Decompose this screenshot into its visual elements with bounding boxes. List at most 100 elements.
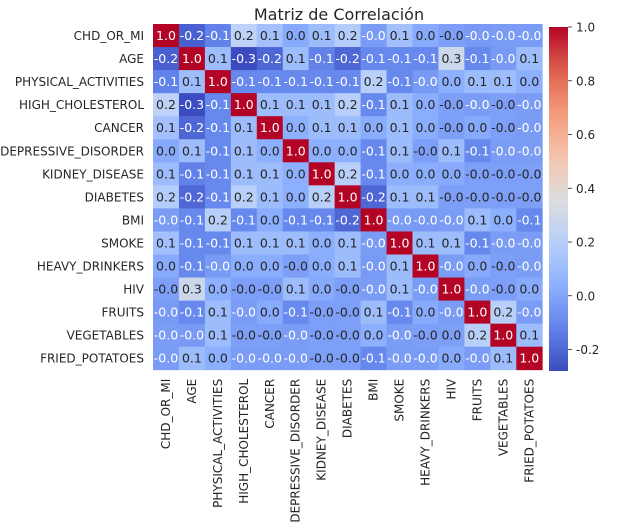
heatmap-cell [516, 185, 543, 209]
heatmap-cell [204, 300, 232, 325]
heatmap-cell [490, 300, 517, 325]
cell-annotation: -0.1 [284, 74, 308, 89]
heatmap-cell [153, 24, 180, 48]
heatmap-cell [516, 277, 543, 301]
heatmap-cell [178, 231, 206, 255]
cell-annotation: -0.1 [387, 305, 411, 320]
cell-annotation: 1.0 [286, 143, 306, 158]
cell-annotation: 1.0 [519, 351, 539, 366]
cell-annotation: 0.0 [312, 259, 332, 274]
x-tick-label: CANCER [263, 379, 277, 429]
heatmap-cell [153, 47, 180, 71]
heatmap-cell [386, 323, 413, 348]
cell-annotation: -0.0 [361, 235, 385, 250]
cell-annotation: 0.1 [208, 305, 228, 320]
cell-annotation: -0.0 [258, 351, 282, 366]
cell-annotation: -0.2 [154, 51, 178, 66]
cell-annotation: 0.1 [338, 259, 358, 274]
cell-annotation: 0.1 [182, 351, 202, 366]
heatmap-cell [438, 346, 465, 371]
cell-annotation: -0.0 [258, 282, 282, 297]
heatmap-cell [178, 323, 206, 348]
heatmap-cell [464, 70, 491, 94]
heatmap-cell [308, 93, 336, 117]
cell-annotation: 0.0 [208, 282, 228, 297]
cell-annotation: -0.0 [361, 28, 385, 43]
heatmap-cell [490, 70, 517, 94]
cell-annotation: -0.0 [309, 328, 333, 343]
heatmap-cell [204, 323, 232, 348]
heatmap-cell [438, 277, 465, 301]
heatmap-cell [153, 231, 180, 255]
heatmap-cell [412, 70, 439, 94]
heatmap-cell [490, 116, 517, 140]
x-tick-label: BMI [367, 379, 381, 401]
heatmap-cell [464, 139, 491, 163]
heatmap-cell [256, 47, 284, 71]
cell-annotation: -0.0 [439, 97, 463, 112]
heatmap-cell [256, 254, 284, 278]
cell-annotation: 0.1 [260, 97, 280, 112]
cell-annotation: 0.1 [260, 166, 280, 181]
heatmap-cell [308, 185, 336, 209]
cell-annotation: 0.0 [467, 259, 487, 274]
cell-annotation: 0.0 [156, 143, 176, 158]
cell-annotation: -0.0 [465, 97, 489, 112]
heatmap-cell [308, 139, 336, 163]
cell-annotation: 0.0 [312, 282, 332, 297]
y-tick-label: AGE [119, 52, 144, 66]
cell-annotation: 0.0 [260, 259, 280, 274]
cell-annotation: 0.1 [390, 97, 410, 112]
cell-annotation: 0.1 [286, 97, 306, 112]
cell-annotation: 0.0 [519, 282, 539, 297]
heatmap-cell [464, 162, 491, 186]
cell-annotation: 0.1 [390, 143, 410, 158]
heatmap-cell [360, 24, 387, 48]
cell-annotation: -0.0 [517, 166, 541, 181]
cell-annotation: 0.0 [390, 166, 410, 181]
heatmap-cell [334, 185, 361, 209]
heatmap-cell [256, 277, 284, 301]
heatmap-cell [438, 185, 465, 209]
heatmap-cell [412, 24, 439, 48]
cell-annotation: -0.0 [361, 282, 385, 297]
cell-annotation: -0.1 [206, 120, 230, 135]
cell-annotation: 0.2 [493, 305, 513, 320]
cell-annotation: 0.1 [493, 74, 513, 89]
cell-annotation: -0.0 [154, 282, 178, 297]
heatmap-cell [464, 300, 491, 325]
heatmap-cell [334, 116, 361, 140]
heatmap-cell [153, 300, 180, 325]
cell-annotation: 0.0 [260, 212, 280, 227]
colorbar-tick-label: 0.2 [576, 236, 595, 250]
heatmap-cell [386, 300, 413, 325]
cell-annotation: -0.0 [491, 166, 515, 181]
heatmap-cell [308, 254, 336, 278]
cell-annotation: 0.1 [208, 51, 228, 66]
heatmap-cell [438, 162, 465, 186]
heatmap-cell [412, 116, 439, 140]
heatmap-cell [178, 277, 206, 301]
heatmap-cell [204, 139, 232, 163]
cell-annotation: 0.2 [156, 97, 176, 112]
heatmap-cell [334, 24, 361, 48]
cell-annotation: -0.1 [206, 189, 230, 204]
heatmap-cell [204, 116, 232, 140]
heatmap-cell [412, 346, 439, 371]
cell-annotation: 0.2 [467, 328, 487, 343]
heatmap-cell [178, 254, 206, 278]
x-tick-label: CHD_OR_MI [159, 379, 173, 449]
x-tick-label: KIDNEY_DISEASE [315, 379, 329, 481]
heatmap-cell [178, 24, 206, 48]
x-tick-label: DIABETES [341, 379, 355, 438]
cell-annotation: 0.0 [364, 120, 384, 135]
cell-annotation: -0.3 [232, 51, 256, 66]
heatmap-cell [282, 277, 310, 301]
cell-annotation: -0.1 [154, 74, 178, 89]
cell-annotation: 0.1 [286, 235, 306, 250]
cell-annotation: -0.1 [206, 97, 230, 112]
heatmap-cell [438, 93, 465, 117]
heatmap-cell [230, 24, 258, 48]
cell-annotation: 0.1 [364, 305, 384, 320]
cell-annotation: 1.0 [416, 259, 436, 274]
